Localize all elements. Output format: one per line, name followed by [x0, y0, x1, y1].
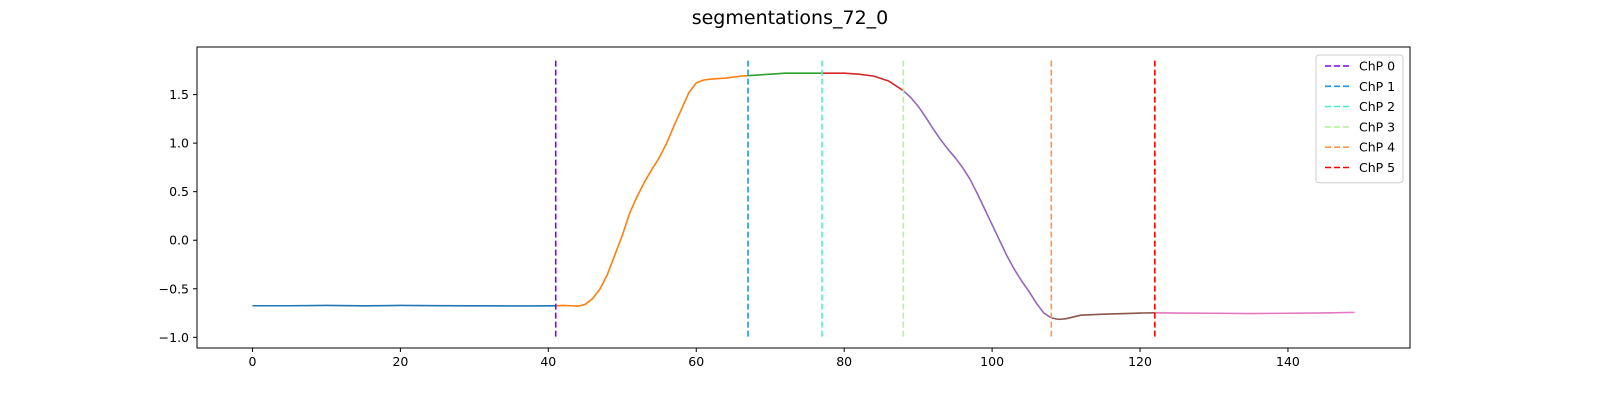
- legend-entry-label: ChP 4: [1359, 140, 1395, 155]
- y-tick-label: 1.5: [169, 87, 189, 102]
- x-tick-label: 0: [248, 354, 256, 369]
- y-tick-label: −1.0: [159, 330, 189, 345]
- x-tick-label: 120: [1128, 354, 1152, 369]
- y-axis: −1.0 −0.5 0.0 0.5 1.0 1.5: [159, 87, 197, 345]
- series-segment-2: [747, 72, 822, 77]
- y-tick-label: 0.0: [169, 233, 189, 248]
- x-tick-label: 40: [540, 354, 556, 369]
- series-segment-4: [902, 90, 1052, 319]
- series-segment-6: [1154, 311, 1355, 315]
- x-axis: 0 20 40 60 80 100 120 140: [248, 348, 1300, 369]
- y-tick-label: 1.0: [169, 136, 189, 151]
- plot-area: [252, 60, 1355, 338]
- legend-entry-label: ChP 0: [1359, 59, 1395, 74]
- series-segment-3: [821, 72, 904, 92]
- y-tick-label: 0.5: [169, 184, 189, 199]
- x-tick-label: 80: [836, 354, 852, 369]
- legend-entry-label: ChP 1: [1359, 79, 1395, 94]
- x-tick-label: 140: [1276, 354, 1300, 369]
- legend-entry-label: ChP 2: [1359, 99, 1395, 114]
- axes-frame: [196, 46, 1411, 349]
- x-tick-label: 100: [980, 354, 1004, 369]
- x-tick-label: 60: [688, 354, 704, 369]
- legend-entry-label: ChP 3: [1359, 119, 1395, 134]
- chart-title: segmentations_72_0: [692, 7, 889, 29]
- series-segment-5: [1051, 312, 1155, 321]
- x-tick-label: 20: [392, 354, 408, 369]
- y-tick-label: −0.5: [159, 281, 189, 296]
- legend: ChP 0 ChP 1 ChP 2 ChP 3 ChP 4 ChP 5: [1315, 54, 1404, 184]
- legend-entry-label: ChP 5: [1359, 160, 1395, 175]
- series-segment-1: [555, 74, 749, 308]
